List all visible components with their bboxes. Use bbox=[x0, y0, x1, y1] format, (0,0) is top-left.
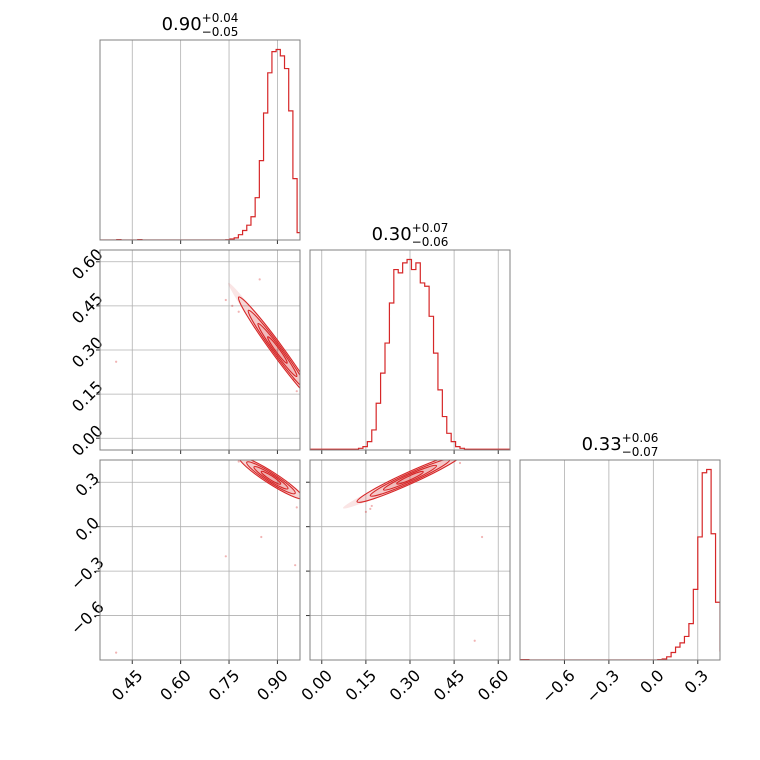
pair-panel-0-1-ytick-label-0: 0.00 bbox=[68, 421, 107, 460]
pair-panel-0-1-ytick-label-2: 0.30 bbox=[68, 333, 107, 372]
pair-panel-1-2-point-1 bbox=[369, 507, 372, 510]
pair-panel-0-2-contour-3 bbox=[238, 460, 300, 500]
pair-panel-0-1-contour-3 bbox=[237, 296, 300, 404]
pair-panel-1-2-band bbox=[342, 460, 478, 509]
hist-panel-2-title-plus: +0.06 bbox=[622, 431, 659, 445]
pair-panel-1-2-xtick-label-3: 0.45 bbox=[430, 666, 469, 705]
pair-panel-0-2-contour-2 bbox=[246, 461, 296, 495]
pair-panel-0-2-point-3 bbox=[295, 506, 298, 509]
pair-panel-0-2-contour-1 bbox=[253, 465, 289, 490]
pair-panel-0-2-point-0 bbox=[260, 535, 263, 539]
pair-panel-0-2-ytick-label-3: 0.3 bbox=[72, 469, 103, 500]
pair-panel-0-2: 0.45 0.60 0.75 0.90 −0.6−0.3 0.0 0.3 bbox=[67, 459, 301, 705]
pair-panel-0-1-frame bbox=[99, 249, 301, 451]
pair-panel-0-1-contour-0 bbox=[267, 336, 288, 364]
hist-panel-1-title: 0.30+0.07 bbox=[372, 221, 449, 245]
pair-panel-1-2: 0.00 0.15 0.30 0.45 0.60 bbox=[297, 459, 513, 705]
pair-panel-0-1-point-5 bbox=[295, 390, 298, 393]
hist-panel-0-histogram bbox=[100, 48, 300, 240]
hist-panel-2-xtick-label-2: 0.0 bbox=[636, 666, 667, 697]
pair-panel-1-2-density bbox=[342, 460, 484, 642]
hist-panel-0-title-minus: −0.05 bbox=[202, 25, 239, 39]
pair-panel-1-2-xtick-label-4: 0.60 bbox=[474, 666, 513, 705]
hist-panel-2-xtick-label-0: −0.6 bbox=[538, 666, 579, 707]
pair-panel-0-1-point-1 bbox=[231, 304, 234, 307]
pair-panel-0-1-contour-2 bbox=[247, 309, 300, 391]
hist-panel-0 bbox=[99, 39, 301, 244]
pair-panel-0-1-ytick-label-4: 0.60 bbox=[68, 245, 107, 284]
pair-panel-0-2-xtick-label-1: 0.60 bbox=[156, 666, 195, 705]
pair-panel-0-2-point-4 bbox=[115, 651, 118, 654]
hist-panel-0-title-median: 0.90 bbox=[162, 14, 202, 35]
hist-panel-2-title-median: 0.33 bbox=[582, 434, 622, 455]
pair-panel-1-2-contour-2 bbox=[369, 460, 451, 497]
hist-panel-2: −0.6 −0.3 0.0 0.3 bbox=[519, 459, 721, 707]
hist-panel-2-xtick-label-1: −0.3 bbox=[582, 666, 623, 707]
pair-panel-0-2-xtick-label-2: 0.75 bbox=[205, 666, 244, 705]
hist-panel-2-histogram bbox=[520, 468, 720, 660]
pair-panel-0-2-xtick-label-0: 0.45 bbox=[108, 666, 147, 705]
pair-panel-1-2-point-0 bbox=[364, 510, 367, 513]
pair-panel-0-2-frame bbox=[99, 459, 301, 661]
pair-panel-1-2-frame bbox=[309, 459, 511, 661]
pair-panel-1-2-xtick-label-2: 0.30 bbox=[386, 666, 425, 705]
pair-panel-0-1-contour-1 bbox=[257, 322, 298, 378]
hist-panel-1 bbox=[309, 249, 511, 454]
hist-panel-1-histogram bbox=[310, 258, 510, 450]
pair-panel-1-2-xtick-label-0: 0.00 bbox=[297, 666, 336, 705]
hist-panel-2-title-minus: −0.07 bbox=[622, 445, 659, 459]
pair-panel-0-1-point-2 bbox=[237, 310, 240, 313]
pair-panel-1-2-contour-3 bbox=[356, 460, 464, 503]
pair-panel-1-2-xtick-label-1: 0.15 bbox=[342, 666, 381, 705]
pair-panel-1-2-contour-0 bbox=[396, 470, 424, 485]
pair-panel-0-2-contour-0 bbox=[260, 470, 282, 485]
pair-panel-0-2-ytick-label-1: −0.3 bbox=[67, 553, 108, 594]
pair-panel-0-2-point-5 bbox=[237, 460, 240, 463]
pair-panel-1-2-contour-1 bbox=[382, 464, 438, 491]
pair-panel-0-1-ytick-label-3: 0.45 bbox=[68, 289, 107, 328]
pair-panel-0-2-point-1 bbox=[224, 555, 227, 558]
pair-panel-0-1-density bbox=[115, 278, 300, 418]
pair-panel-1-2-point-4 bbox=[473, 639, 476, 642]
hist-panel-1-frame bbox=[309, 249, 511, 451]
pair-panel-0-2-band bbox=[231, 460, 300, 504]
pair-panel-0-1: 0.00 0.15 0.30 0.45 0.60 bbox=[68, 245, 301, 460]
hist-panel-0-frame bbox=[99, 39, 301, 241]
pair-panel-0-1-band bbox=[228, 282, 300, 418]
hist-panel-2-title: 0.33+0.06 bbox=[582, 431, 659, 455]
pair-panel-0-2-xtick-label-3: 0.90 bbox=[253, 666, 292, 705]
hist-panel-0-title: 0.90+0.04 bbox=[162, 11, 239, 35]
hist-panel-2-frame bbox=[519, 459, 721, 661]
pair-panel-1-2-point-3 bbox=[480, 535, 484, 539]
pair-panel-0-1-ytick-label-1: 0.15 bbox=[68, 377, 107, 416]
pair-panel-0-2-density bbox=[115, 460, 300, 654]
hist-panel-1-title-plus: +0.07 bbox=[412, 221, 449, 235]
hist-panel-1-title-median: 0.30 bbox=[372, 224, 412, 245]
pair-panel-0-2-ytick-label-2: 0.0 bbox=[72, 513, 103, 544]
pair-panel-0-2-point-2 bbox=[294, 564, 297, 567]
hist-panel-2-xtick-label-3: 0.3 bbox=[681, 666, 712, 697]
hist-panel-1-title-minus: −0.06 bbox=[412, 235, 449, 249]
pair-panel-0-1-point-0 bbox=[224, 298, 227, 302]
pair-panel-0-2-ytick-label-0: −0.6 bbox=[67, 597, 108, 638]
pair-panel-1-2-point-2 bbox=[370, 504, 373, 508]
hist-panel-0-title-plus: +0.04 bbox=[202, 11, 239, 25]
pair-panel-0-1-point-3 bbox=[258, 278, 261, 281]
pair-panel-0-1-point-4 bbox=[115, 360, 118, 363]
pair-panel-1-2-point-5 bbox=[458, 461, 462, 465]
